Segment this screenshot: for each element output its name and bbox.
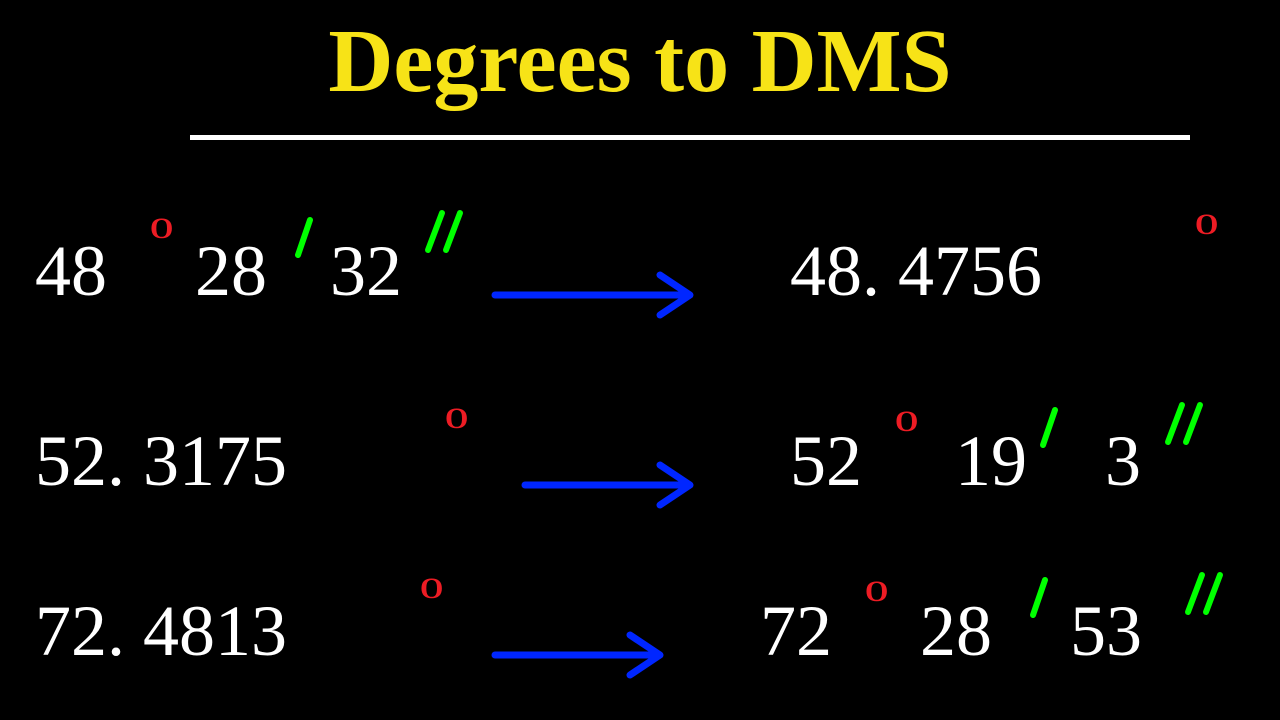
- arrow-icon: [485, 265, 715, 325]
- second-symbol: [1180, 570, 1230, 620]
- degrees-value: 48: [35, 230, 107, 313]
- decimal-value: 72. 4813: [35, 590, 287, 673]
- seconds-value: 3: [1105, 420, 1141, 503]
- seconds-value: 53: [1070, 590, 1142, 673]
- arrow-icon: [485, 625, 685, 685]
- minutes-value: 19: [955, 420, 1027, 503]
- seconds-value: 32: [330, 230, 402, 313]
- second-symbol: [1160, 400, 1210, 450]
- degrees-value: 72: [760, 590, 832, 673]
- second-symbol: [420, 208, 470, 258]
- degree-symbol: O: [895, 405, 918, 439]
- minutes-value: 28: [195, 230, 267, 313]
- degrees-value: 52: [790, 420, 862, 503]
- degree-symbol: O: [150, 212, 173, 246]
- conversion-row: 72. 4813 O 72 O 28 53: [0, 590, 1280, 710]
- minute-symbol: [290, 215, 320, 260]
- title-underline: [190, 135, 1190, 140]
- minute-symbol: [1025, 575, 1055, 620]
- degree-symbol: O: [445, 402, 468, 436]
- degree-symbol: O: [420, 572, 443, 606]
- decimal-value: 52. 3175: [35, 420, 287, 503]
- degree-symbol: O: [865, 575, 888, 609]
- decimal-value: 48. 4756: [790, 230, 1042, 313]
- conversion-row: 52. 3175 O 52 O 19 3: [0, 420, 1280, 540]
- minutes-value: 28: [920, 590, 992, 673]
- conversion-row: 48 O 28 32 48. 4756 O: [0, 230, 1280, 350]
- degree-symbol: O: [1195, 208, 1218, 242]
- minute-symbol: [1035, 405, 1065, 450]
- arrow-icon: [515, 455, 715, 515]
- page-title: Degrees to DMS: [328, 10, 951, 113]
